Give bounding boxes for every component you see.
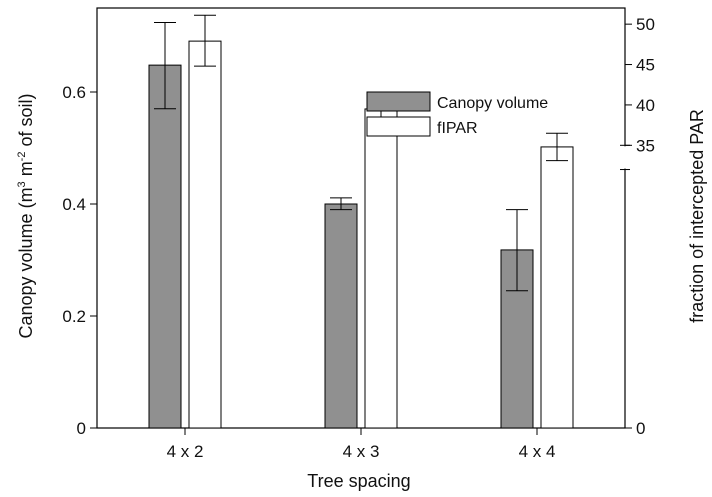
right-axis-title: fraction of intercepted PAR <box>687 109 707 323</box>
x-tick-label: 4 x 4 <box>519 442 556 461</box>
legend-swatch-canopy <box>366 91 431 112</box>
x-tick-label: 4 x 2 <box>167 442 204 461</box>
left-tick-label: 0.2 <box>62 307 86 326</box>
legend-label-canopy: Canopy volume <box>437 95 548 112</box>
left-tick-label: 0.4 <box>62 195 86 214</box>
right-tick-label: 35 <box>636 136 655 155</box>
bar-canopy-volume <box>324 203 358 429</box>
right-tick-label: 0 <box>636 419 645 438</box>
left-axis-title-part: m <box>16 161 36 181</box>
x-axis: 4 x 2 4 x 3 4 x 4 <box>167 428 556 461</box>
left-axis-title-part: of soil) <box>16 94 36 152</box>
left-tick-label: 0.6 <box>62 83 86 102</box>
right-tick-label: 40 <box>636 96 655 115</box>
left-axis-title-part: Canopy volume (m <box>16 187 36 338</box>
right-tick-label: 50 <box>636 15 655 34</box>
x-tick-label: 4 x 3 <box>343 442 380 461</box>
right-tick-label: 45 <box>636 56 655 75</box>
left-tick-label: 0 <box>77 419 86 438</box>
left-axis-title-sup: -2 <box>16 152 28 162</box>
legend: Canopy volume fIPAR <box>366 91 548 137</box>
bar-canopy-volume <box>148 64 182 429</box>
right-axis-break-gap <box>623 146 627 169</box>
legend-label-fipar: fIPAR <box>437 120 478 137</box>
x-axis-title: Tree spacing <box>307 471 410 491</box>
left-axis: 0 0.2 0.4 0.6 <box>62 83 97 438</box>
bar-fipar <box>540 146 574 429</box>
bar-fipar <box>188 40 222 429</box>
bars-group <box>148 40 574 429</box>
error-bars-group <box>154 14 568 292</box>
left-axis-title-sup: 3 <box>16 181 28 187</box>
left-axis-title: Canopy volume (m3 m-2 of soil) <box>16 94 36 339</box>
legend-swatch-fipar <box>366 116 431 137</box>
bar-fipar <box>364 108 398 429</box>
right-axis: 0 35 40 45 50 <box>620 15 655 438</box>
